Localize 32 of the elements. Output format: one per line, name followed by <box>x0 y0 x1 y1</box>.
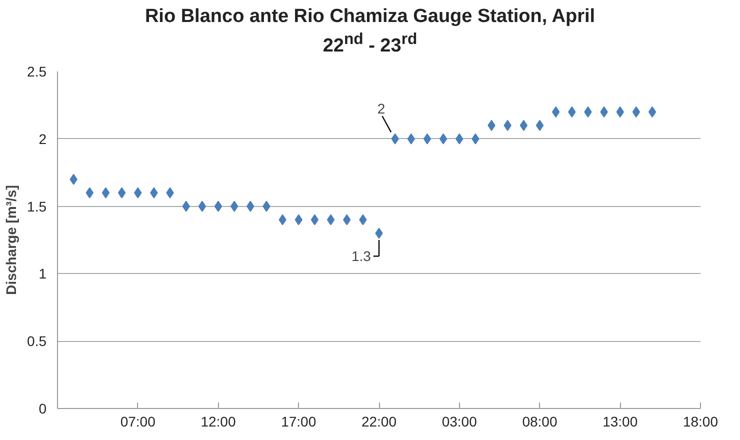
point <box>648 106 656 118</box>
y-tick-label: 0 <box>38 400 47 416</box>
chart-title: Rio Blanco ante Rio Chamiza Gauge Station, April 22$^{nd}$ - 23$^{rd}$ <box>144 5 596 58</box>
x-tick-label: 22:00 <box>361 414 397 430</box>
point <box>118 187 126 198</box>
y-tick-label: 1 <box>38 266 47 282</box>
point <box>198 200 206 212</box>
x-tick-label: 17:00 <box>281 414 316 430</box>
point <box>552 106 560 118</box>
annotation: 2 <box>377 100 386 116</box>
point <box>632 106 640 118</box>
point <box>310 214 319 226</box>
x-tick-label: 13:00 <box>602 414 638 430</box>
y-tick-label: 1.5 <box>27 198 47 214</box>
y-tick-label: 2 <box>38 130 47 147</box>
point <box>214 200 222 212</box>
x-tick-label: 03:00 <box>442 414 478 430</box>
y-tick-label: 0.5 <box>27 333 47 350</box>
x-tick-label: 08:00 <box>522 414 558 430</box>
point <box>520 120 528 131</box>
point <box>536 120 544 131</box>
x-tick-label: 12:00 <box>200 414 236 430</box>
x-tick-label: 18:00 <box>682 414 718 430</box>
y-axis-title: Discharge [m³/s] <box>3 185 20 295</box>
y-tick-label: 2.5 <box>27 64 47 80</box>
point <box>102 187 110 198</box>
point <box>439 133 448 144</box>
point <box>326 214 335 226</box>
point <box>423 133 432 144</box>
annotation: 1.3 <box>352 248 372 264</box>
x-tick-label: 07:00 <box>120 414 156 430</box>
point <box>230 200 238 212</box>
